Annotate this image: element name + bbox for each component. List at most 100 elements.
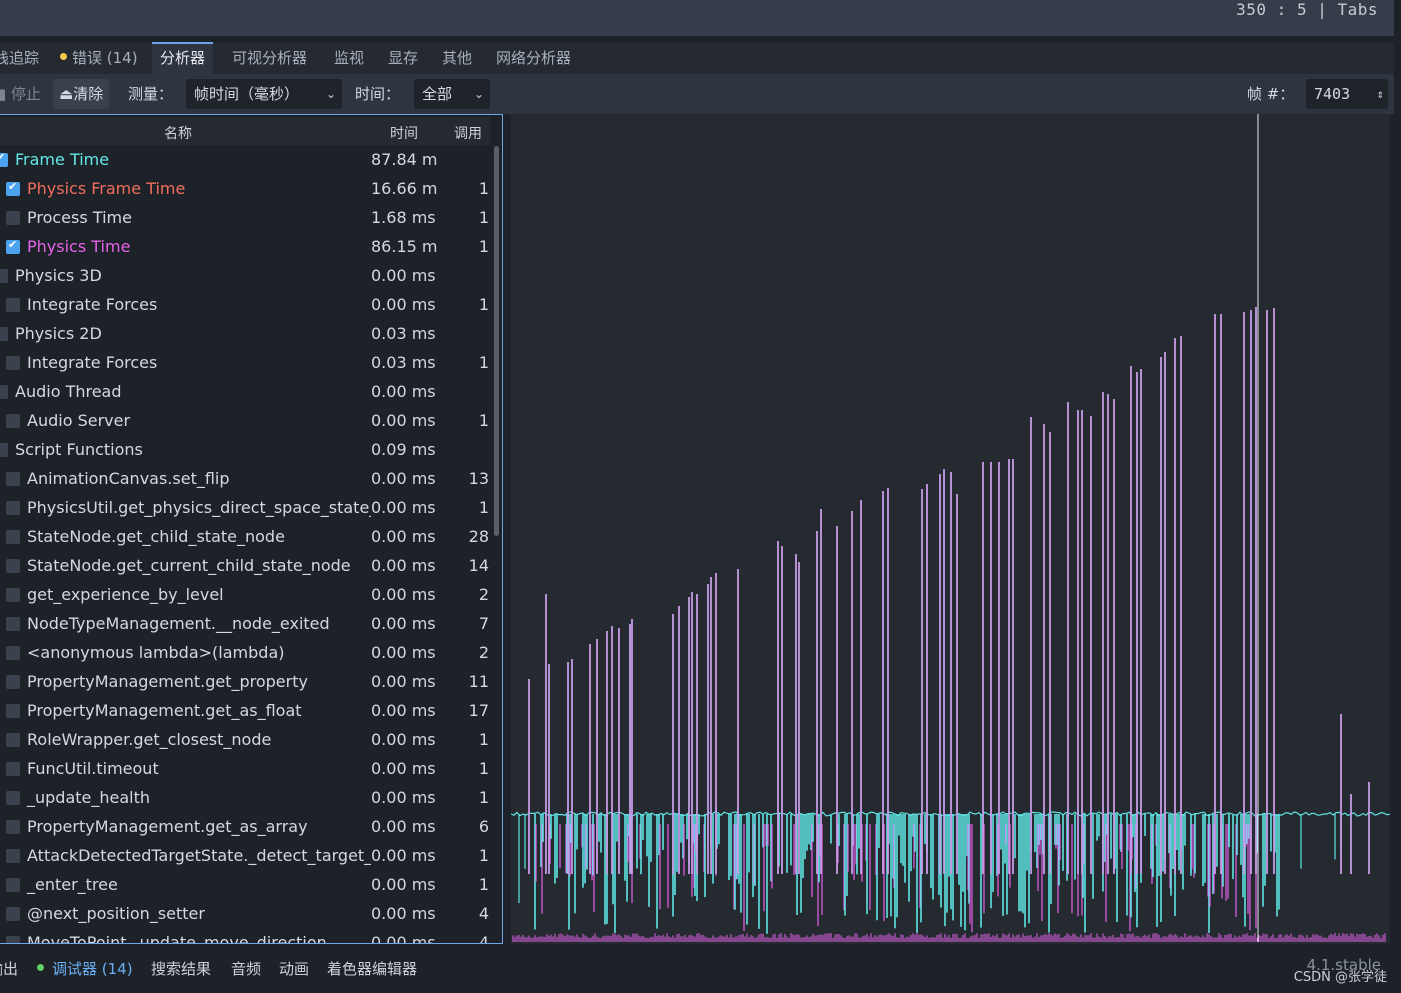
frame-time-graph[interactable] <box>511 114 1390 944</box>
row-checkbox[interactable] <box>6 762 20 776</box>
tab-network-profiler[interactable]: 网络分析器 <box>496 49 572 67</box>
row-name: Physics 3D <box>15 266 102 285</box>
tree-row[interactable]: Frame Time 87.84 m <box>0 146 493 175</box>
watermark: CSDN @张学徒 <box>1293 970 1387 985</box>
row-checkbox[interactable] <box>6 646 20 660</box>
tree-row[interactable]: Physics 3D 0.00 ms <box>0 262 493 291</box>
tree-row[interactable]: _enter_tree 0.00 ms 1 <box>0 871 493 900</box>
tree-row[interactable]: Audio Server 0.00 ms 1 <box>0 407 493 436</box>
tree-row[interactable]: <anonymous lambda>(lambda) 0.00 ms 2 <box>0 639 493 668</box>
row-time: 0.00 ms <box>371 643 440 662</box>
tab-errors[interactable]: 错误 (14) <box>52 42 146 74</box>
tree-row[interactable]: PropertyManagement.get_as_float 0.00 ms 17 <box>0 697 493 726</box>
clear-button[interactable]: ⏏清除 <box>53 79 110 109</box>
row-checkbox[interactable] <box>6 791 20 805</box>
bottom-tab-shader-editor[interactable]: 着色器编辑器 <box>327 960 418 978</box>
column-name[interactable]: 名称 <box>164 126 192 142</box>
tree-row[interactable]: Audio Thread 0.00 ms <box>0 378 493 407</box>
row-time: 16.66 m <box>371 179 442 198</box>
tree-row[interactable]: StateNode.get_child_state_node 0.00 ms 28 <box>0 523 493 552</box>
tab-video-ram[interactable]: 显存 <box>388 49 419 67</box>
column-calls[interactable]: 调用 <box>454 126 482 142</box>
tab-monitors[interactable]: 监视 <box>334 49 365 67</box>
tree-row[interactable]: RoleWrapper.get_closest_node 0.00 ms 1 <box>0 726 493 755</box>
row-name: Integrate Forces <box>27 353 158 372</box>
frame-number-spinbox[interactable]: 7403 ⇕ <box>1306 79 1388 109</box>
row-checkbox[interactable] <box>6 356 20 370</box>
row-checkbox[interactable] <box>6 180 20 196</box>
tree-row[interactable]: @next_position_setter 0.00 ms 4 <box>0 900 493 929</box>
tree-scrollbar[interactable] <box>494 146 499 536</box>
row-checkbox[interactable] <box>6 472 20 486</box>
row-checkbox[interactable] <box>0 443 8 457</box>
stop-button[interactable]: ▮ 停止 <box>0 85 42 103</box>
tree-row[interactable]: Integrate Forces 0.03 ms 1 <box>0 349 493 378</box>
version-label: 4.1.stable <box>1306 956 1381 974</box>
tree-row[interactable]: FuncUtil.timeout 0.00 ms 1 <box>0 755 493 784</box>
bottom-tab-debugger[interactable]: 调试器 (14) <box>37 958 133 979</box>
tree-row[interactable]: StateNode.get_current_child_state_node 0.… <box>0 552 493 581</box>
tree-row[interactable]: get_experience_by_level 0.00 ms 2 <box>0 581 493 610</box>
bottom-tab-search-results[interactable]: 搜索结果 <box>151 960 212 978</box>
row-checkbox[interactable] <box>0 269 8 283</box>
row-checkbox[interactable] <box>6 238 20 254</box>
profiler-toolbar: ▮ 停止 ⏏清除 测量： 帧时间（毫秒） ⌄ 时间： 全部 ⌄ 帧 #： 740… <box>0 74 1394 114</box>
row-time: 0.00 ms <box>371 498 440 517</box>
row-checkbox[interactable] <box>0 385 8 399</box>
tree-row[interactable]: _update_health 0.00 ms 1 <box>0 784 493 813</box>
chevron-down-icon: ⌄ <box>325 87 336 101</box>
tab-visual-profiler[interactable]: 可视分析器 <box>232 49 308 67</box>
tree-row[interactable]: MoveToPoint._update_move_direction 0.00 m… <box>0 929 493 943</box>
measure-select[interactable]: 帧时间（毫秒） ⌄ <box>186 79 342 109</box>
row-checkbox[interactable] <box>6 820 20 834</box>
row-calls: 1 <box>478 295 489 314</box>
row-checkbox[interactable] <box>6 414 20 428</box>
row-checkbox[interactable] <box>6 849 20 863</box>
tab-stack-trace[interactable]: 栈追踪 <box>0 49 40 67</box>
row-name: AnimationCanvas.set_flip <box>27 469 230 488</box>
row-checkbox[interactable] <box>6 936 20 943</box>
tree-row[interactable]: Physics 2D 0.03 ms <box>0 320 493 349</box>
row-checkbox[interactable] <box>6 501 20 515</box>
bottom-tab-audio[interactable]: 音频 <box>231 960 262 978</box>
row-checkbox[interactable] <box>6 733 20 747</box>
row-time: 0.00 ms <box>371 469 440 488</box>
row-checkbox[interactable] <box>6 298 20 312</box>
tree-row[interactable]: Physics Time 86.15 m 1 <box>0 233 493 262</box>
row-name: StateNode.get_child_state_node <box>27 527 285 546</box>
tree-row[interactable]: AnimationCanvas.set_flip 0.00 ms 13 <box>0 465 493 494</box>
tab-profiler[interactable]: 分析器 <box>152 42 214 74</box>
row-calls: 1 <box>478 730 489 749</box>
row-checkbox[interactable] <box>6 559 20 573</box>
bottom-tab-output[interactable]: 输出 <box>0 960 19 978</box>
row-checkbox[interactable] <box>6 588 20 602</box>
row-checkbox[interactable] <box>6 675 20 689</box>
profiler-graph[interactable] <box>511 114 1390 944</box>
row-checkbox[interactable] <box>6 878 20 892</box>
row-checkbox[interactable] <box>6 907 20 921</box>
row-checkbox[interactable] <box>6 704 20 718</box>
bottom-tab-animation[interactable]: 动画 <box>279 960 310 978</box>
tree-row[interactable]: AttackDetectedTargetState._detect_target… <box>0 842 493 871</box>
row-time: 87.84 m <box>371 150 442 169</box>
tree-row[interactable]: Process Time 1.68 ms 1 <box>0 204 493 233</box>
row-calls: 28 <box>468 527 489 546</box>
tree-row[interactable]: Physics Frame Time 16.66 m 1 <box>0 175 493 204</box>
tree-row[interactable]: PropertyManagement.get_as_array 0.00 ms 6 <box>0 813 493 842</box>
time-select[interactable]: 全部 ⌄ <box>414 79 490 109</box>
tree-row[interactable]: PropertyManagement.get_property 0.00 ms 11 <box>0 668 493 697</box>
row-checkbox[interactable] <box>0 327 8 341</box>
row-checkbox[interactable] <box>0 151 8 167</box>
tree-row[interactable]: NodeTypeManagement.__node_exited 0.00 ms 7 <box>0 610 493 639</box>
column-time[interactable]: 时间 <box>390 126 418 142</box>
row-checkbox[interactable] <box>6 617 20 631</box>
spin-arrows-icon[interactable]: ⇕ <box>1376 87 1384 101</box>
tab-misc[interactable]: 其他 <box>442 49 473 67</box>
tree-row[interactable]: Script Functions 0.09 ms <box>0 436 493 465</box>
tree-row[interactable]: PhysicsUtil.get_physics_direct_space_sta… <box>0 494 493 523</box>
row-checkbox[interactable] <box>6 211 20 225</box>
tree-row[interactable]: Integrate Forces 0.00 ms 1 <box>0 291 493 320</box>
row-checkbox[interactable] <box>6 530 20 544</box>
row-name: AttackDetectedTargetState._detect_target… <box>27 846 403 865</box>
row-name: get_experience_by_level <box>27 585 224 604</box>
